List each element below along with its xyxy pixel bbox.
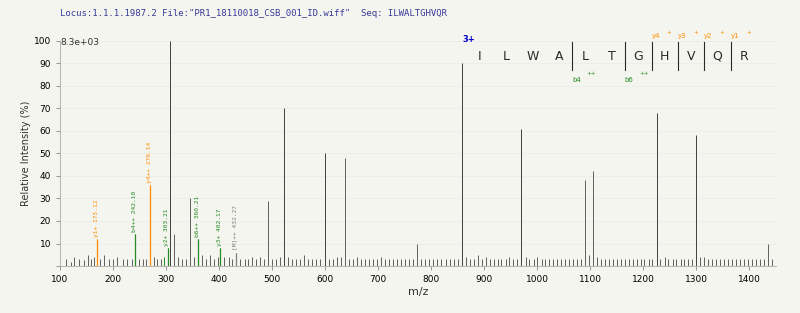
Text: y1+ 175.12: y1+ 175.12	[94, 199, 99, 237]
Text: y3: y3	[678, 33, 686, 39]
Text: L: L	[503, 50, 510, 63]
Text: Locus:1.1.1.1987.2 File:"PR1_18110018_CSB_001_ID.wiff"  Seq: ILWALTGHVQR: Locus:1.1.1.1987.2 File:"PR1_18110018_CS…	[60, 9, 447, 18]
Text: b4: b4	[572, 77, 581, 83]
Text: b4++ 242.10: b4++ 242.10	[132, 191, 137, 232]
Text: y2+ 303.21: y2+ 303.21	[164, 208, 170, 246]
Text: y2: y2	[704, 33, 713, 39]
Text: ++: ++	[640, 71, 649, 76]
Y-axis label: Relative Intensity (%): Relative Intensity (%)	[21, 101, 31, 206]
Text: [M]++ 432.27: [M]++ 432.27	[233, 205, 238, 250]
Text: y1: y1	[730, 33, 739, 39]
Text: Q: Q	[713, 50, 722, 63]
Text: +: +	[667, 30, 671, 35]
Text: y3+ 402.17: y3+ 402.17	[217, 208, 222, 246]
Text: H: H	[660, 50, 670, 63]
Text: y4++ 270.14: y4++ 270.14	[147, 141, 152, 183]
Text: b6: b6	[625, 77, 634, 83]
Text: W: W	[526, 50, 539, 63]
Text: b6++ 360.21: b6++ 360.21	[194, 196, 200, 237]
Text: +: +	[746, 30, 750, 35]
Text: y4: y4	[651, 33, 660, 39]
Text: ++: ++	[587, 71, 596, 76]
Text: I: I	[478, 50, 482, 63]
Text: 8.3e+03: 8.3e+03	[60, 38, 99, 47]
Text: G: G	[634, 50, 643, 63]
Text: 3+: 3+	[462, 35, 475, 44]
Text: A: A	[555, 50, 563, 63]
Text: L: L	[582, 50, 589, 63]
Text: V: V	[687, 50, 695, 63]
Text: R: R	[740, 50, 748, 63]
Text: T: T	[608, 50, 616, 63]
X-axis label: m/z: m/z	[408, 287, 428, 297]
Text: +: +	[694, 30, 698, 35]
Text: +: +	[720, 30, 724, 35]
